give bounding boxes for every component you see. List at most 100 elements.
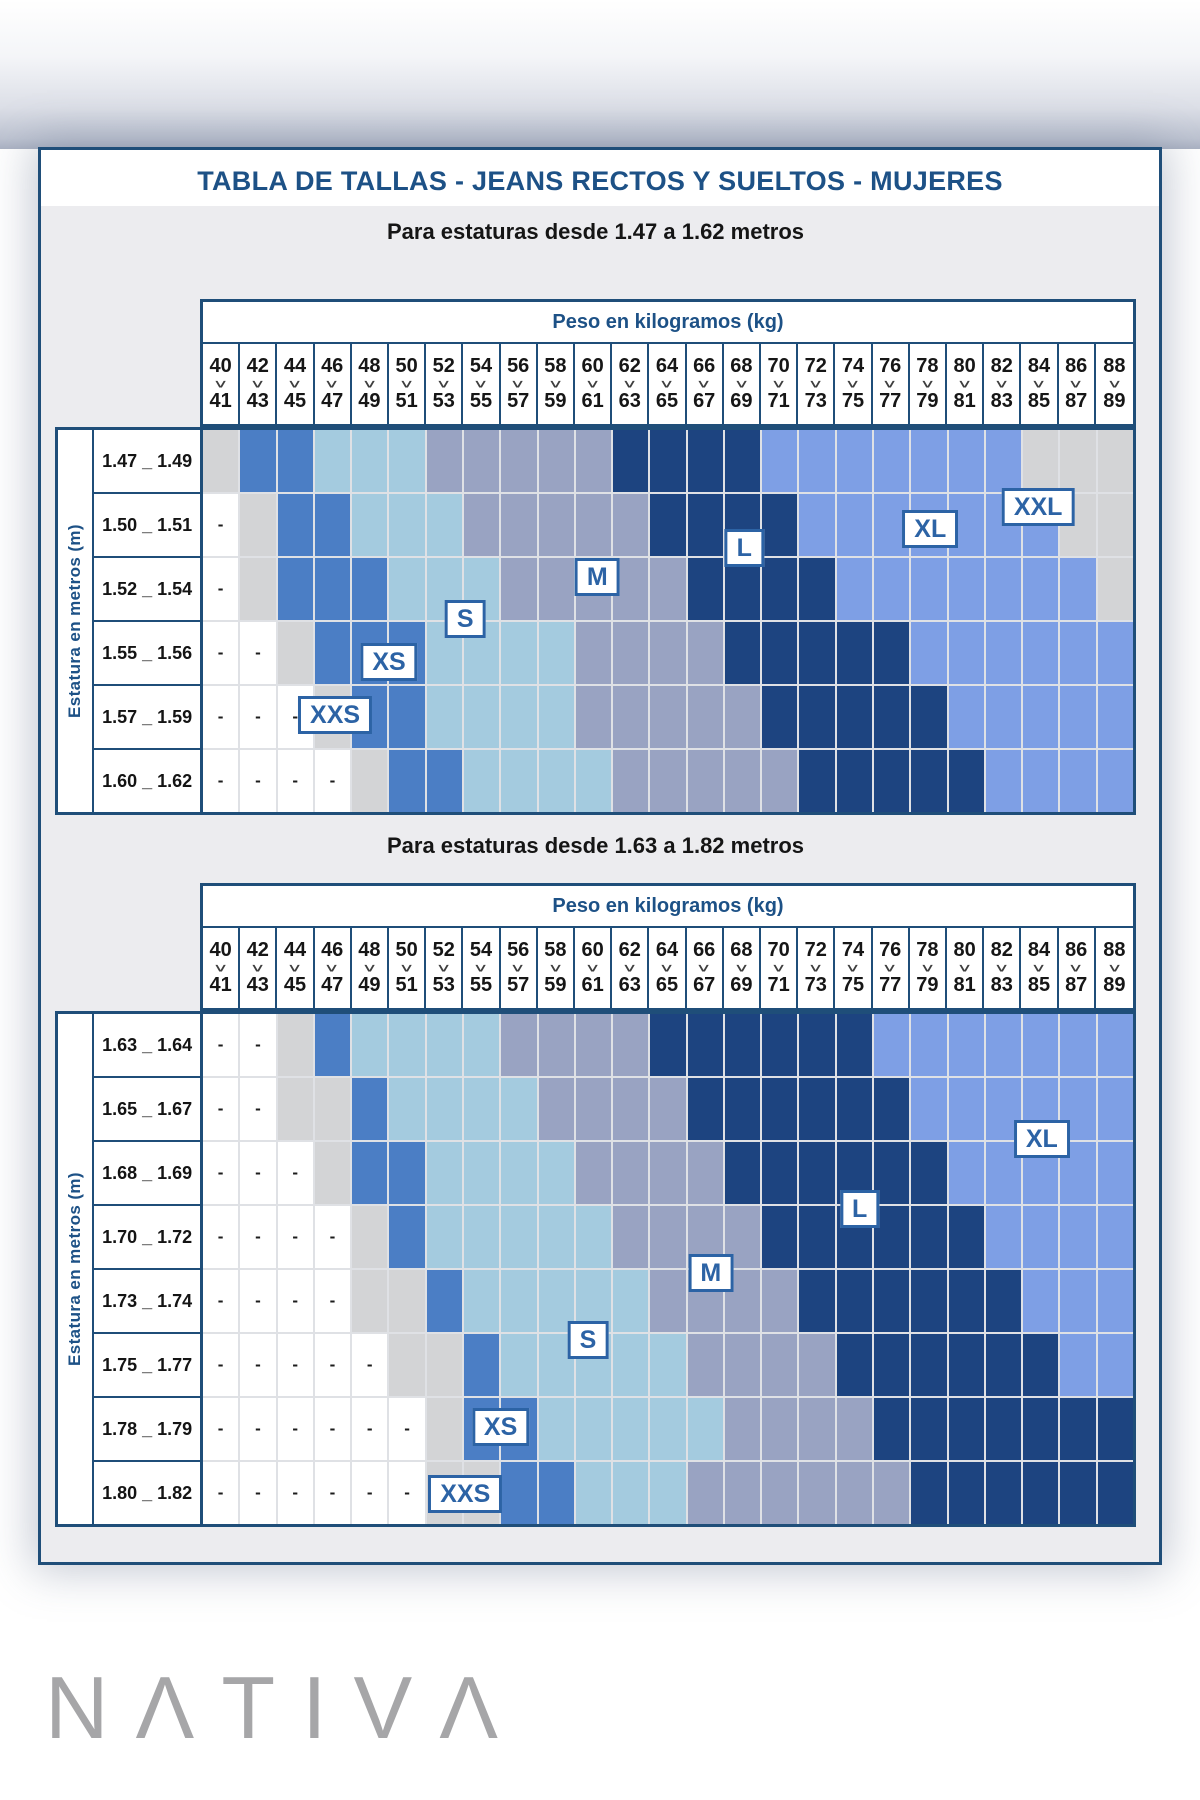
grid-cell: - <box>203 558 239 620</box>
height-row-label: 1.63 _ 1.64 <box>94 1014 200 1078</box>
weight-upper-value: 84 <box>1027 939 1051 961</box>
grid-cell <box>874 1334 910 1396</box>
grid-cell <box>687 686 723 748</box>
grid-cell <box>389 1142 425 1204</box>
grid-cell <box>1097 1398 1133 1460</box>
weight-range-cell: 74 ∨ 75 <box>835 928 873 1008</box>
grid-cell <box>985 558 1022 620</box>
grid-cell <box>762 1206 798 1268</box>
grid-cell <box>613 1206 649 1268</box>
chevron-down-icon: ∨ <box>435 960 452 975</box>
weight-lower-value: 61 <box>581 390 604 412</box>
chevron-down-icon: ∨ <box>1106 376 1123 391</box>
weight-lower-value: 71 <box>767 974 790 996</box>
weight-range-cell: 70 ∨ 71 <box>761 928 799 1008</box>
chevron-down-icon: ∨ <box>324 376 341 391</box>
weight-upper-value: 84 <box>1027 355 1051 377</box>
weight-upper-value: 46 <box>321 355 344 377</box>
grid-cell: - <box>389 1462 425 1524</box>
weight-header: Peso en kilogramos (kg) 40 ∨ 41 42 ∨ 43 44 ∨ 45 4… <box>200 883 1136 1011</box>
grid-cell <box>911 1078 947 1140</box>
grid-cell <box>762 686 798 748</box>
grid-cell <box>463 1206 500 1268</box>
weight-upper-value: 62 <box>618 355 641 377</box>
grid-cell <box>687 1078 723 1140</box>
grid-cell: - <box>203 1398 239 1460</box>
weight-upper-value: 48 <box>358 939 381 961</box>
grid-cell <box>389 1270 425 1332</box>
grid-cell <box>650 430 686 492</box>
grid-cell <box>948 622 984 684</box>
grid-cell <box>799 1462 835 1524</box>
grid-cell <box>650 1398 686 1460</box>
height-row-label: 1.57 _ 1.59 <box>94 686 200 750</box>
weight-lower-value: 47 <box>321 974 344 996</box>
weight-range-cell: 70 ∨ 71 <box>761 344 799 424</box>
weight-lower-value: 45 <box>283 974 307 996</box>
grid-cell <box>613 1014 649 1076</box>
grid-cell <box>538 1206 574 1268</box>
grid-cell <box>874 686 910 748</box>
weight-range-cell: 88 ∨ 89 <box>1095 344 1133 424</box>
weight-range-cell: 78 ∨ 79 <box>909 928 947 1008</box>
grid-cell <box>277 430 313 492</box>
chevron-down-icon: ∨ <box>547 376 564 391</box>
grid-cell <box>352 1014 388 1076</box>
grid-cell <box>1060 1462 1096 1524</box>
size-label: M <box>688 1254 734 1293</box>
grid-cell <box>762 1014 798 1076</box>
weight-upper-value: 80 <box>953 939 976 961</box>
grid-cell <box>985 622 1022 684</box>
weight-lower-value: 43 <box>246 974 269 996</box>
grid-cell <box>501 494 537 556</box>
size-label: L <box>724 529 764 568</box>
grid-cell <box>948 1334 984 1396</box>
grid-cell <box>1060 430 1096 492</box>
grid-cell: - <box>277 1334 313 1396</box>
weight-upper-value: 68 <box>730 939 753 961</box>
grid-cell <box>1060 558 1096 620</box>
height-row-label: 1.78 _ 1.79 <box>94 1398 200 1462</box>
weight-upper-value: 52 <box>432 939 455 961</box>
grid-cell <box>1023 622 1059 684</box>
grid-cell <box>799 1334 835 1396</box>
chevron-down-icon: ∨ <box>696 376 713 391</box>
weight-range-cell: 48 ∨ 49 <box>351 928 389 1008</box>
grid-cell <box>687 622 723 684</box>
weight-lower-value: 59 <box>544 974 567 996</box>
brand-logo: NΛTIVΛ <box>45 1658 526 1757</box>
grid-wrap: ----------- XXS XS S M L XL XXL <box>203 430 1133 812</box>
grid-cell <box>538 686 574 748</box>
weight-lower-value: 87 <box>1065 390 1088 412</box>
weight-lower-value: 63 <box>618 390 641 412</box>
weight-upper-value: 60 <box>581 939 604 961</box>
size-grid: ----------- <box>203 430 1133 812</box>
chevron-down-icon: ∨ <box>361 376 378 391</box>
weight-upper-value: 82 <box>990 355 1013 377</box>
grid-cell <box>501 1462 537 1524</box>
page-title: TABLA DE TALLAS - JEANS RECTOS Y SUELTOS… <box>197 166 1003 196</box>
grid-cell: - <box>240 1462 276 1524</box>
weight-upper-value: 50 <box>395 939 418 961</box>
grid-cell: - <box>352 1462 388 1524</box>
grid-cell <box>948 1270 984 1332</box>
grid-cell <box>352 1142 388 1204</box>
grid-cell <box>687 558 723 620</box>
table-section-tall-heights: Para estaturas desde 1.63 a 1.82 metros … <box>55 824 1136 1527</box>
weight-range-cell: 66 ∨ 67 <box>686 344 724 424</box>
grid-cell <box>948 686 984 748</box>
chevron-down-icon: ∨ <box>993 376 1010 391</box>
grid-cell <box>613 1462 649 1524</box>
grid-cell <box>762 622 798 684</box>
grid-cell <box>1097 430 1133 492</box>
grid-cell <box>613 1078 649 1140</box>
grid-cell: - <box>203 494 239 556</box>
weight-upper-value: 52 <box>432 355 455 377</box>
weight-range-cell: 40 ∨ 41 <box>203 344 241 424</box>
table-body: Estatura en metros (m) 1.63 _ 1.64 1.65 _… <box>55 1011 1136 1527</box>
weight-range-cell: 62 ∨ 63 <box>612 344 650 424</box>
grid-cell <box>426 1334 462 1396</box>
grid-cell <box>314 1014 351 1076</box>
grid-cell <box>538 430 574 492</box>
weight-range-cell: 68 ∨ 69 <box>723 928 761 1008</box>
